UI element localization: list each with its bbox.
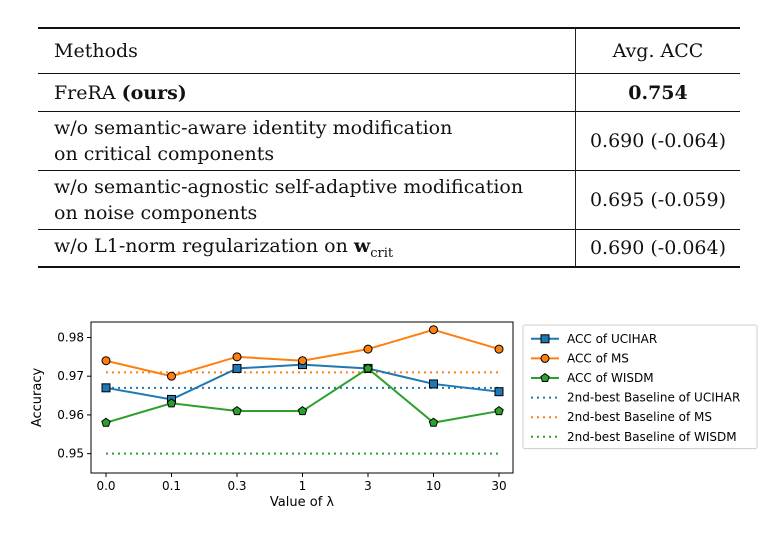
legend-label-5: 2nd-best Baseline of WISDM	[567, 430, 737, 444]
header-avg-acc: Avg. ACC	[612, 40, 704, 62]
data-point-2-6	[494, 406, 504, 416]
method-cell: w/o semantic-agnostic self-adaptive modi…	[38, 170, 576, 230]
legend-label-1: ACC of MS	[567, 351, 629, 365]
method-line-2: on critical components	[54, 143, 275, 165]
weight-subscript: crit	[370, 245, 394, 261]
data-point-2-0	[101, 417, 111, 427]
x-tick-label: 30	[491, 479, 506, 493]
x-tick-label: 0.1	[162, 479, 181, 493]
legend-label-3: 2nd-best Baseline of UCIHAR	[567, 391, 740, 405]
x-tick-label: 1	[299, 479, 307, 493]
ablation-table: Methods Avg. ACC FreRA (ours) 0.754 w/o …	[38, 27, 740, 268]
legend-marker-1	[540, 353, 550, 363]
legend-label-4: 2nd-best Baseline of MS	[567, 410, 712, 424]
y-tick-label: 0.98	[57, 330, 84, 344]
x-tick-label: 0.0	[96, 479, 115, 493]
data-point-1-0	[101, 356, 111, 366]
data-point-2-4	[363, 363, 373, 373]
legend-label-0: ACC of UCIHAR	[567, 332, 657, 346]
data-point-2-5	[428, 417, 439, 427]
data-point-2-3	[297, 406, 308, 416]
legend-box	[522, 324, 758, 450]
y-tick-label: 0.97	[57, 369, 84, 383]
data-point-0-6	[494, 387, 504, 397]
method-line-1: w/o semantic-aware identity modification	[54, 117, 453, 139]
data-point-2-1	[166, 398, 177, 408]
data-point-1-4	[363, 344, 373, 354]
table-row: w/o semantic-aware identity modification…	[38, 111, 740, 171]
method-line-2: on noise components	[54, 202, 258, 224]
method-line-1: w/o semantic-agnostic self-adaptive modi…	[54, 176, 524, 198]
x-axis-label: Value of λ	[270, 495, 334, 510]
x-tick-label: 0.3	[227, 479, 246, 493]
data-point-0-2	[232, 363, 242, 373]
value-cell: 0.754	[628, 81, 688, 104]
chart-svg: 0.95 0.96 0.97 0.98 0.0 0.1 0.3 1 3 10 30 Value of …	[30, 321, 758, 510]
series-line-1	[105, 328, 500, 378]
value-cell: 0.695 (-0.059)	[589, 189, 727, 211]
value-cell: 0.690 (-0.064)	[589, 237, 727, 259]
data-point-1-3	[298, 356, 307, 366]
weight-symbol: w	[353, 235, 371, 258]
plot-frame	[90, 321, 514, 474]
y-tick-label: 0.96	[57, 408, 84, 422]
y-tick-label: 0.95	[57, 447, 84, 461]
data-point-1-2	[232, 352, 242, 362]
header-methods: Methods	[38, 28, 576, 74]
method-suffix: (ours)	[121, 81, 187, 104]
data-point-1-6	[494, 344, 504, 354]
table-row: FreRA (ours) 0.754	[38, 73, 740, 112]
table-row: w/o L1-norm regularization on wcrit 0.69…	[38, 229, 740, 267]
lambda-sensitivity-chart: 0.95 0.96 0.97 0.98 0.0 0.1 0.3 1 3 10 30 Value of …	[0, 300, 776, 540]
value-cell: 0.690 (-0.064)	[589, 130, 727, 152]
table-header-row: Methods Avg. ACC	[38, 28, 740, 74]
x-tick-label: 3	[364, 479, 372, 493]
method-cell: w/o semantic-aware identity modification…	[38, 111, 576, 171]
method-cell: w/o L1-norm regularization on wcrit	[38, 229, 576, 267]
legend-label-2: ACC of WISDM	[567, 371, 654, 385]
x-tick-label: 10	[426, 479, 441, 493]
series-line-0	[105, 363, 500, 401]
ablation-table-grid: Methods Avg. ACC FreRA (ours) 0.754 w/o …	[38, 27, 740, 268]
legend-marker-2	[540, 372, 550, 383]
method-name: FreRA	[54, 81, 116, 104]
data-point-1-5	[429, 325, 438, 335]
method-cell: FreRA (ours)	[38, 73, 576, 112]
data-point-0-5	[429, 379, 438, 389]
data-point-2-2	[232, 406, 242, 416]
method-prefix: w/o L1-norm regularization on	[54, 235, 354, 258]
table-row: w/o semantic-agnostic self-adaptive modi…	[38, 170, 740, 230]
y-axis-label: Accuracy	[30, 368, 45, 428]
data-point-0-0	[101, 383, 111, 393]
data-point-1-1	[167, 371, 176, 381]
legend-marker-0	[540, 334, 550, 344]
